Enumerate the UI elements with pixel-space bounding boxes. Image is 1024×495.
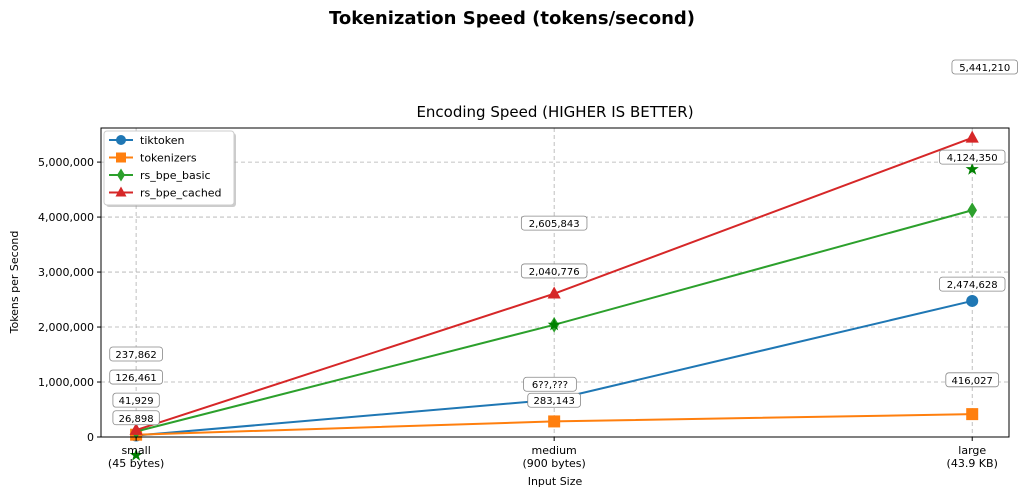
data-label: 41,929 [112, 392, 160, 408]
data-point-tokenizers [966, 408, 979, 421]
data-label-text: 126,461 [115, 373, 156, 384]
legend-label-tokenizers: tokenizers [140, 152, 197, 165]
data-label-box [951, 59, 1018, 75]
data-point-rs-bpe-cached [547, 286, 561, 299]
data-label-box [112, 410, 160, 426]
x-axis-label: Input Size [528, 475, 583, 488]
data-point-rs-bpe-cached [129, 422, 143, 435]
data-label-box [109, 369, 163, 385]
data-label-text: 4,124,350 [947, 153, 998, 164]
data-label: 2,474,628 [939, 276, 1006, 292]
data-label: 126,461 [109, 369, 163, 385]
star-marker [547, 317, 561, 331]
data-label: 5,441,210 [951, 59, 1018, 75]
data-label-box [939, 276, 1006, 292]
data-label-box [112, 392, 160, 408]
y-axis-label: Tokens per Second [8, 231, 21, 335]
data-point-tiktoken [966, 294, 979, 307]
data-label-box [527, 392, 581, 408]
data-label: 6??,??? [523, 376, 577, 392]
data-label: 26,898 [112, 410, 160, 426]
data-label-text: 237,862 [115, 350, 156, 361]
data-label: 4,124,350 [939, 149, 1006, 165]
x-tick-label: small (45 bytes) [108, 444, 164, 470]
data-label-box [109, 346, 163, 362]
legend [103, 130, 235, 206]
y-tick-label: 2,000,000 [38, 321, 94, 334]
data-point-rs-bpe-cached [965, 130, 979, 143]
legend-marker-rs-bpe-basic [117, 168, 125, 182]
data-label-text: 283,143 [533, 396, 574, 407]
legend-marker-tokenizers [116, 152, 126, 163]
data-label-box [520, 215, 588, 231]
data-label-text: 416,027 [952, 376, 993, 387]
data-label: 2,605,843 [520, 215, 588, 231]
data-label: 237,862 [109, 346, 163, 362]
data-label-box [523, 376, 577, 392]
data-label-text: 6??,??? [532, 380, 568, 391]
data-label: 283,143 [527, 392, 581, 408]
legend-label-rs-bpe-basic: rs_bpe_basic [140, 169, 211, 182]
star-marker [965, 162, 979, 175]
data-label: 2,040,776 [520, 263, 588, 279]
chart-title: Encoding Speed (HIGHER IS BETTER) [416, 103, 693, 121]
data-point-rs-bpe-basic [967, 202, 978, 219]
data-label: 416,027 [945, 372, 1000, 388]
figure-title: Tokenization Speed (tokens/second) [329, 8, 695, 29]
data-point-tokenizers [548, 415, 561, 428]
plot-frame [100, 127, 1010, 438]
legend-marker-tiktoken [116, 135, 126, 145]
data-label-text: 41,929 [119, 396, 154, 407]
data-label-text: 2,474,628 [947, 280, 998, 291]
data-label-box [945, 372, 1000, 388]
data-label-text: 2,040,776 [529, 267, 580, 278]
x-tick-label: large (43.9 KB) [947, 444, 998, 470]
data-label-text: 5,441,210 [959, 63, 1010, 74]
star-marker [129, 448, 143, 461]
legend-marker-rs-bpe-cached [115, 186, 127, 197]
y-tick-label: 0 [87, 431, 94, 444]
y-tick-label: 4,000,000 [38, 211, 94, 224]
data-label-text: 2,605,843 [529, 219, 580, 230]
legend-label-rs-bpe-cached: rs_bpe_cached [140, 187, 222, 200]
y-tick-label: 5,000,000 [38, 156, 94, 169]
data-label-box [520, 263, 588, 279]
y-tick-label: 1,000,000 [38, 376, 94, 389]
y-tick-label: 3,000,000 [38, 266, 94, 279]
data-label-box [939, 149, 1006, 165]
legend-label-tiktoken: tiktoken [140, 134, 185, 147]
x-tick-label: medium (900 bytes) [522, 444, 585, 470]
data-label-text: 26,898 [119, 414, 154, 425]
